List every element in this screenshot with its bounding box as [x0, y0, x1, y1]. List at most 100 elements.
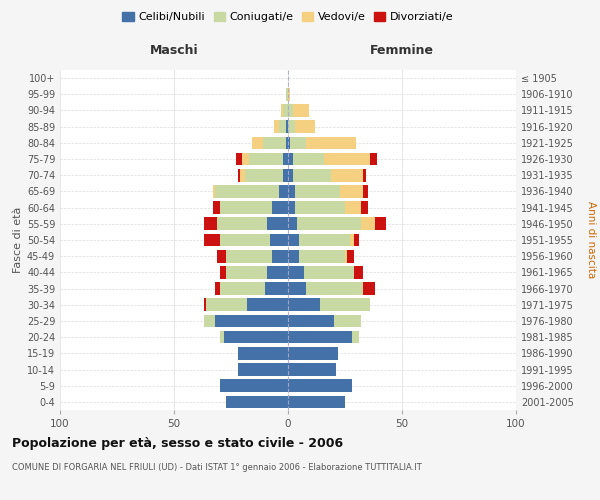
Bar	[245, 169, 283, 181]
Bar	[224, 331, 288, 344]
Bar	[279, 120, 286, 133]
Bar	[288, 120, 295, 133]
Bar	[299, 250, 345, 262]
Bar	[288, 363, 336, 376]
Bar	[206, 298, 247, 311]
Bar	[220, 266, 226, 278]
Bar	[236, 152, 242, 166]
Bar	[288, 347, 338, 360]
Bar	[288, 152, 293, 166]
Bar	[270, 234, 288, 246]
Bar	[352, 331, 359, 344]
Bar	[213, 185, 215, 198]
Bar	[354, 266, 363, 278]
Bar	[350, 234, 354, 246]
Bar	[268, 266, 288, 278]
Bar	[306, 282, 363, 295]
Bar	[279, 185, 288, 198]
Bar	[251, 136, 263, 149]
Bar	[238, 363, 288, 376]
Bar	[331, 169, 363, 181]
Bar	[268, 218, 288, 230]
Bar	[286, 88, 288, 101]
Bar	[286, 136, 288, 149]
Bar	[288, 314, 334, 328]
Bar	[363, 169, 365, 181]
Bar	[288, 380, 352, 392]
Bar	[290, 136, 306, 149]
Bar	[203, 218, 217, 230]
Bar	[247, 298, 288, 311]
Bar	[286, 120, 288, 133]
Bar	[274, 120, 279, 133]
Bar	[370, 152, 377, 166]
Bar	[242, 152, 249, 166]
Bar	[363, 185, 368, 198]
Bar	[265, 282, 288, 295]
Bar	[325, 152, 370, 166]
Bar	[293, 152, 325, 166]
Bar	[281, 104, 283, 117]
Bar	[203, 314, 215, 328]
Bar	[215, 185, 279, 198]
Bar	[347, 250, 354, 262]
Bar	[203, 234, 220, 246]
Bar	[220, 234, 270, 246]
Bar	[345, 250, 347, 262]
Bar	[354, 234, 359, 246]
Bar	[217, 250, 226, 262]
Bar	[304, 266, 354, 278]
Bar	[299, 234, 350, 246]
Bar	[374, 218, 386, 230]
Bar	[215, 314, 288, 328]
Bar	[297, 218, 361, 230]
Bar	[288, 169, 293, 181]
Bar	[213, 202, 220, 214]
Bar	[295, 202, 345, 214]
Bar	[340, 185, 363, 198]
Bar	[288, 88, 290, 101]
Bar	[220, 380, 288, 392]
Bar	[288, 250, 299, 262]
Text: Maschi: Maschi	[149, 44, 199, 57]
Bar	[288, 136, 290, 149]
Bar	[249, 152, 283, 166]
Bar	[272, 202, 288, 214]
Text: Femmine: Femmine	[370, 44, 434, 57]
Bar	[288, 266, 304, 278]
Bar	[288, 104, 293, 117]
Bar	[272, 250, 288, 262]
Bar	[217, 218, 268, 230]
Bar	[288, 396, 345, 408]
Bar	[238, 169, 240, 181]
Bar	[238, 347, 288, 360]
Bar	[361, 202, 368, 214]
Bar	[288, 282, 306, 295]
Text: Anni di nascita: Anni di nascita	[586, 202, 596, 278]
Bar	[320, 298, 370, 311]
Bar	[288, 298, 320, 311]
Legend: Celibi/Nubili, Coniugati/e, Vedovi/e, Divorziati/e: Celibi/Nubili, Coniugati/e, Vedovi/e, Di…	[118, 8, 458, 27]
Bar	[226, 396, 288, 408]
Text: Popolazione per età, sesso e stato civile - 2006: Popolazione per età, sesso e stato civil…	[12, 438, 343, 450]
Bar	[334, 314, 361, 328]
Bar	[203, 298, 206, 311]
Bar	[363, 282, 374, 295]
Bar	[288, 185, 295, 198]
Bar	[226, 250, 272, 262]
Bar	[283, 169, 288, 181]
Bar	[220, 331, 224, 344]
Bar	[293, 169, 331, 181]
Bar	[288, 218, 297, 230]
Bar	[263, 136, 286, 149]
Bar	[240, 169, 245, 181]
Bar	[215, 282, 220, 295]
Bar	[295, 120, 316, 133]
Text: COMUNE DI FORGARIA NEL FRIULI (UD) - Dati ISTAT 1° gennaio 2006 - Elaborazione T: COMUNE DI FORGARIA NEL FRIULI (UD) - Dat…	[12, 462, 422, 471]
Bar	[361, 218, 374, 230]
Bar	[220, 282, 265, 295]
Bar	[293, 104, 308, 117]
Bar	[226, 266, 268, 278]
Bar	[295, 185, 340, 198]
Bar	[283, 152, 288, 166]
